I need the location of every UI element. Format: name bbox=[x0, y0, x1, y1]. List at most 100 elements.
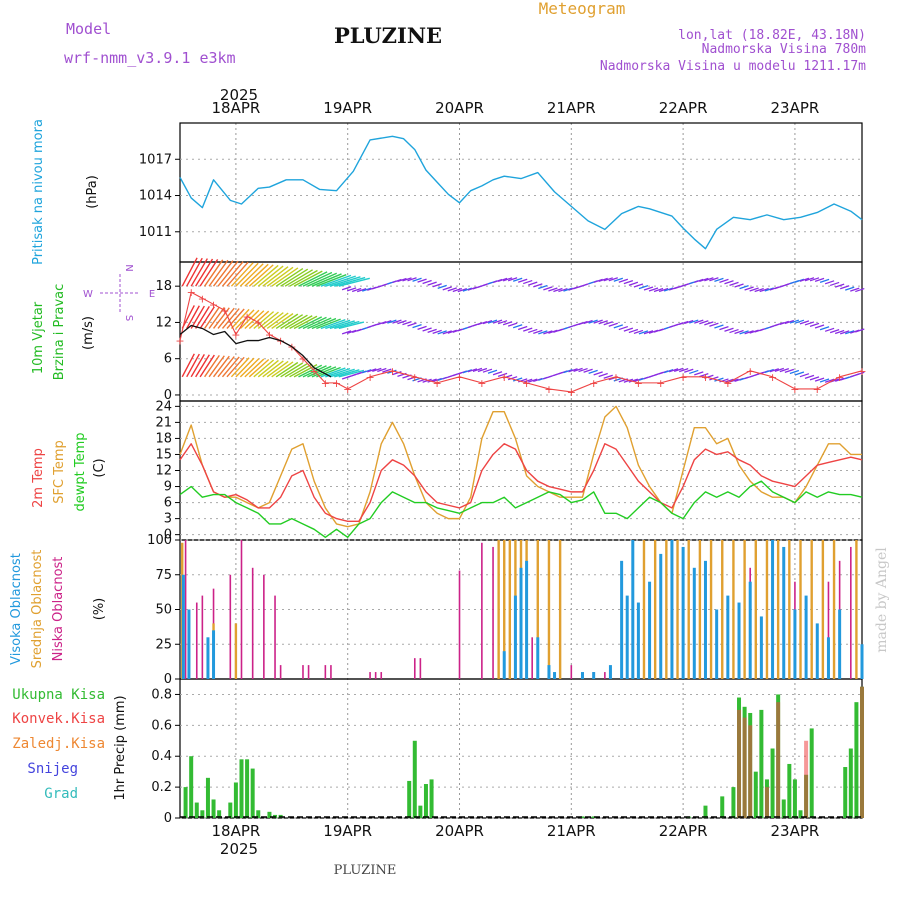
gust-marker: + bbox=[522, 377, 531, 390]
wind-barb-arrow bbox=[628, 281, 639, 286]
cloud-bar bbox=[419, 658, 422, 679]
wind-barb-arrow bbox=[668, 368, 679, 373]
wind-barb-arrow bbox=[804, 321, 815, 326]
gust-marker: + bbox=[265, 329, 274, 342]
gust-marker: + bbox=[835, 371, 844, 384]
model-label: Model bbox=[66, 20, 111, 38]
top-day-tick: 21APR bbox=[547, 99, 596, 117]
wind-barb-fan bbox=[239, 358, 260, 378]
wind-barb-fan bbox=[195, 354, 210, 378]
gust-marker: + bbox=[634, 377, 643, 390]
wind-barb-arrow bbox=[845, 330, 855, 335]
wind-title: 10m Vjetar bbox=[31, 301, 46, 374]
gust-marker: + bbox=[332, 377, 341, 390]
wind-barb-arrow bbox=[387, 369, 397, 374]
wind-barb-fan bbox=[204, 259, 224, 287]
model-name: wrf-nmm_v3.9.1 e3km bbox=[64, 49, 236, 67]
wind-barb-arrow bbox=[824, 327, 835, 332]
wind-barb-arrow bbox=[648, 287, 659, 292]
cloud-bar bbox=[547, 540, 551, 679]
cloud-bar bbox=[698, 540, 702, 679]
gust-marker: + bbox=[857, 365, 866, 378]
cloud-bar bbox=[715, 609, 719, 679]
wind-barb-fan bbox=[257, 359, 279, 378]
cloud-bar bbox=[330, 665, 332, 679]
wind-barb-arrow bbox=[357, 287, 367, 293]
y-tick-label: 0.2 bbox=[151, 780, 172, 795]
dewpt-line bbox=[179, 480, 863, 539]
y-tick-label: 9 bbox=[164, 480, 172, 495]
bottom-day-tick: 23APR bbox=[771, 822, 820, 840]
cloud-bar bbox=[765, 540, 769, 679]
cloud-bar bbox=[648, 581, 652, 679]
wind-barb-arrow bbox=[492, 371, 503, 376]
wind-barb-arrow bbox=[799, 320, 810, 325]
wind-barb-arrow bbox=[699, 320, 709, 325]
pressure-line bbox=[179, 135, 863, 250]
precip-bar bbox=[189, 756, 194, 818]
wind-barb-fan bbox=[271, 313, 294, 330]
wind-barb-fan bbox=[289, 363, 313, 378]
wind-barb-arrow bbox=[487, 319, 498, 324]
cloud-bar bbox=[826, 637, 830, 679]
wind-barb-arrow bbox=[638, 284, 649, 290]
wind-barb-arrow bbox=[422, 327, 432, 332]
wind-barb-arrow bbox=[402, 277, 412, 282]
wind-barb-arrow bbox=[517, 325, 528, 331]
wind-barb-arrow bbox=[553, 287, 563, 293]
wind-barb-arrow bbox=[502, 321, 513, 326]
wind-barb-fan bbox=[311, 317, 337, 330]
wind-barb-arrow bbox=[588, 319, 598, 324]
wind-barb-arrow bbox=[699, 277, 709, 282]
wind-barb-arrow bbox=[392, 319, 402, 324]
wind-barb-arrow bbox=[533, 283, 543, 288]
wind-barb-arrow bbox=[482, 319, 493, 325]
wind-barb-arrow bbox=[714, 377, 724, 382]
wind-barb-arrow bbox=[769, 368, 779, 373]
wind-barb-fan bbox=[217, 356, 235, 378]
y-tick-label: 6 bbox=[164, 352, 172, 367]
gust-marker: + bbox=[254, 316, 263, 329]
wind-barb-arrow bbox=[392, 371, 402, 376]
wind-barb-fan bbox=[190, 258, 208, 287]
cloud-bar bbox=[709, 540, 713, 679]
cloud-bar bbox=[821, 540, 825, 679]
bottom-day-tick: 18APR bbox=[211, 822, 260, 840]
wind-barb-arrow bbox=[804, 374, 815, 379]
wind-barb-arrow bbox=[603, 321, 613, 326]
cloud-bar bbox=[519, 567, 523, 679]
wind-barb-arrow bbox=[663, 368, 674, 374]
precip-bar bbox=[703, 805, 708, 818]
wind-barb-arrow bbox=[694, 371, 704, 376]
y-tick-label: 0.8 bbox=[151, 687, 172, 702]
wind-barb-fan bbox=[226, 356, 245, 378]
wind-barb-arrow bbox=[839, 285, 850, 290]
top-day-tick: 20APR bbox=[435, 99, 484, 117]
y-tick-label: 12 bbox=[155, 315, 172, 330]
wind-barb-arrow bbox=[638, 330, 649, 335]
wind-barb-fan bbox=[338, 369, 365, 378]
wind-barb-fan bbox=[181, 257, 198, 287]
wind-barb-arrow bbox=[407, 277, 417, 282]
wind-barb-fan bbox=[262, 360, 284, 378]
wind-barb-arrow bbox=[437, 284, 447, 290]
wind-barb-arrow bbox=[628, 378, 639, 383]
wind-barb-fan bbox=[199, 259, 219, 287]
wind-barb-arrow bbox=[507, 277, 518, 282]
wind-barb-fan bbox=[235, 262, 259, 287]
y-tick-label: 0 bbox=[164, 528, 172, 543]
wind-barb-arrow bbox=[598, 320, 608, 325]
wind-barb-arrow bbox=[502, 374, 513, 379]
wind-barb-fan bbox=[334, 276, 366, 287]
wind-barb-arrow bbox=[809, 322, 820, 327]
precip-bar bbox=[731, 787, 736, 818]
wind-barb-fan bbox=[275, 267, 304, 287]
wind-barb-fan bbox=[298, 364, 323, 378]
wind-barb-fan bbox=[195, 258, 214, 287]
legend-frozen-rain: Zaledj.Kisa bbox=[12, 736, 105, 752]
gust-marker: + bbox=[500, 371, 509, 384]
y-tick-label: 0.6 bbox=[151, 718, 172, 733]
precip-bar bbox=[194, 802, 199, 818]
wind-barb-arrow bbox=[608, 277, 618, 282]
wind-barb-arrow bbox=[497, 320, 508, 325]
